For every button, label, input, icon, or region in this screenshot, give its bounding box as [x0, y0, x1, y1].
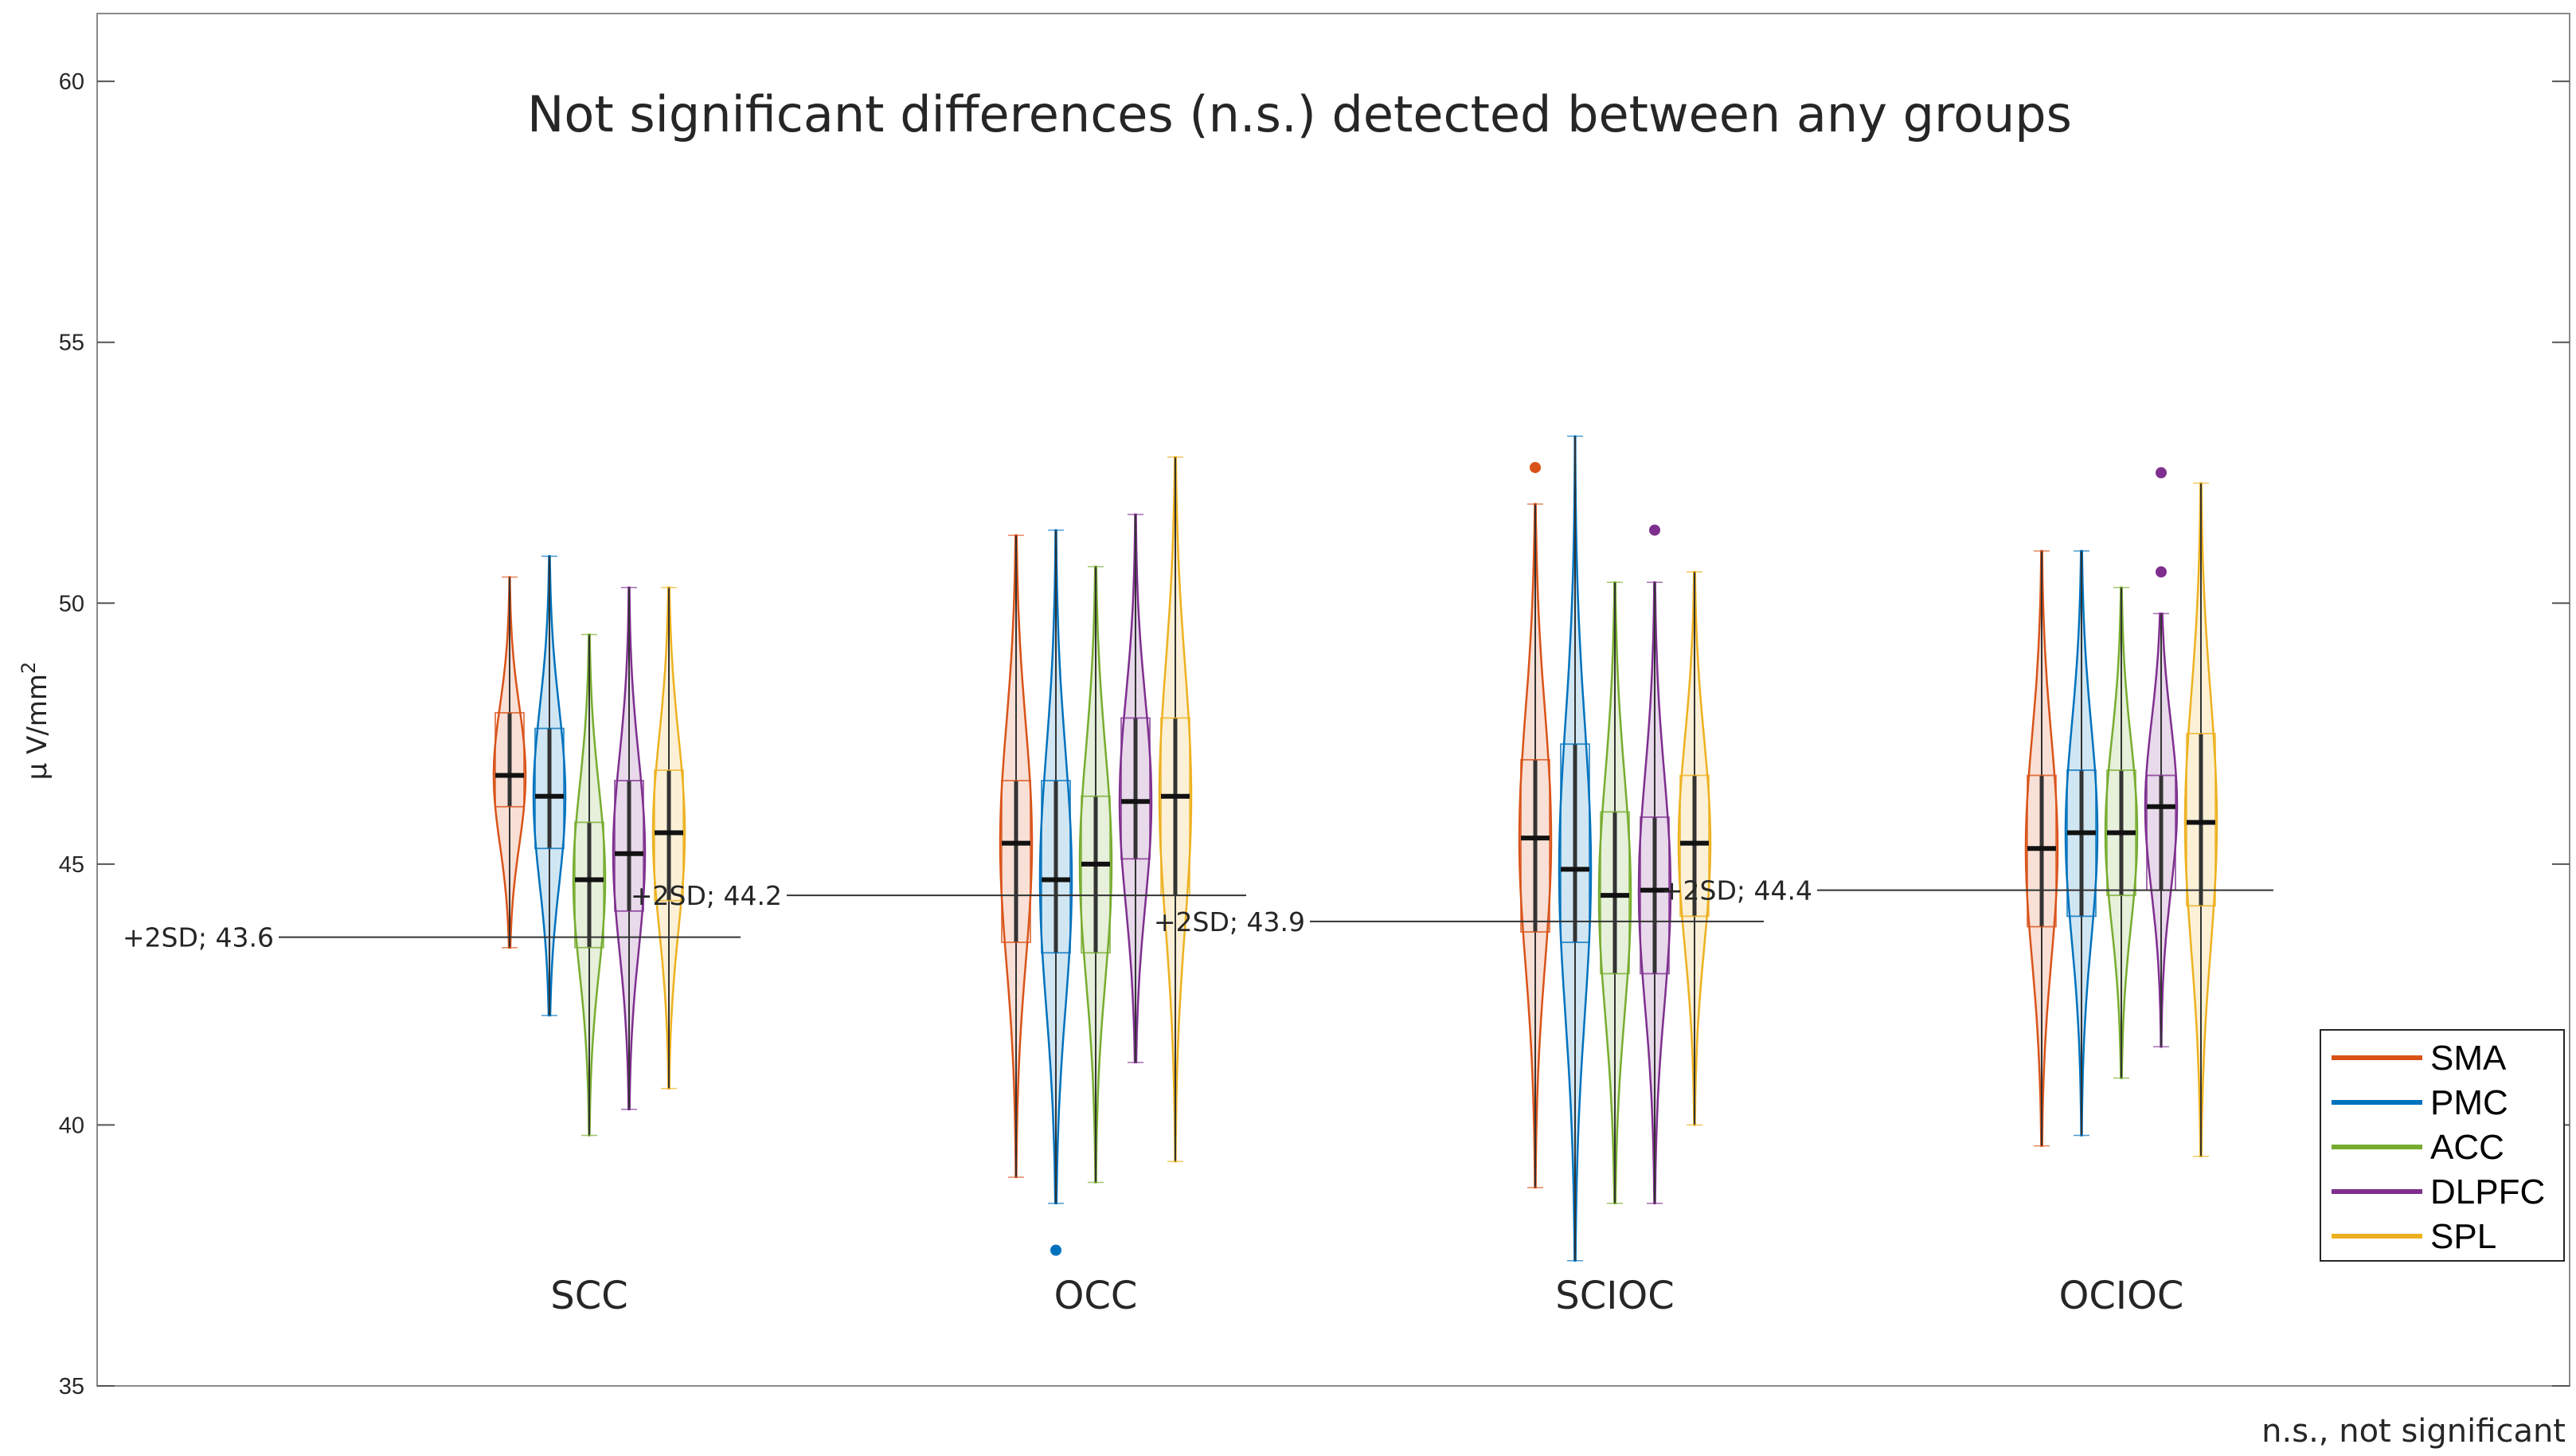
- reference-lines: +2SD; 43.6 +2SD; 44.2 +2SD; 43.9 +2SD; 44.4: [123, 875, 2273, 953]
- y-tick-label: 40: [59, 1113, 84, 1138]
- group-label-SCC: SCC: [550, 1274, 628, 1318]
- box: [2186, 733, 2216, 907]
- violin-group-SCC-SPL: [651, 586, 686, 1090]
- violin-group-SCIOC-DLPFC: [1637, 524, 1672, 1204]
- group-label-OCC: OCC: [1054, 1274, 1138, 1318]
- reference-label-OCIOC: +2SD; 44.4: [1661, 875, 1812, 906]
- box: [1081, 795, 1111, 954]
- y-tick-label: 55: [59, 331, 84, 356]
- box: [2066, 769, 2097, 918]
- violin-group-OCC-SPL: [1158, 456, 1193, 1163]
- legend-label-SMA: SMA: [2430, 1039, 2507, 1078]
- violin-group-OCIOC-PMC: [2064, 550, 2099, 1137]
- box: [2027, 774, 2057, 928]
- y-tick-label: 35: [59, 1374, 84, 1399]
- y-tick-label: 45: [59, 852, 84, 878]
- reference-label-SCIOC: +2SD; 43.9: [1154, 906, 1305, 937]
- outlier-point: [2156, 566, 2167, 577]
- violin-group-OCIOC-SMA: [2024, 550, 2059, 1147]
- box: [1600, 811, 1630, 975]
- y-tick-label: 60: [59, 69, 84, 95]
- box: [1041, 780, 1071, 954]
- legend-label-PMC: PMC: [2430, 1083, 2508, 1122]
- box: [1001, 780, 1031, 944]
- group-label-OCIOC: OCIOC: [2059, 1274, 2184, 1318]
- violin-group-OCIOC-SPL: [2183, 482, 2218, 1157]
- violin-group-SCC-ACC: [572, 633, 607, 1137]
- violin-group-SCIOC-SMA: [1518, 461, 1553, 1189]
- violin-group-OCC-PMC: [1038, 529, 1073, 1256]
- outlier-point: [1530, 461, 1541, 473]
- box: [654, 769, 684, 902]
- legend: SMA PMC ACC DLPFC SPL: [2320, 1029, 2565, 1262]
- box: [1520, 758, 1550, 933]
- violin-group-SCC-PMC: [532, 555, 567, 1017]
- box: [1560, 743, 1590, 944]
- violins-layer: [492, 435, 2218, 1262]
- violin-group-SCIOC-PMC: [1558, 435, 1593, 1262]
- y-tick-label: 50: [59, 591, 84, 616]
- violin-group-OCIOC-DLPFC: [2144, 467, 2179, 1048]
- box: [1679, 774, 1710, 918]
- legend-label-SPL: SPL: [2430, 1217, 2496, 1256]
- violin-group-OCIOC-ACC: [2104, 586, 2139, 1079]
- group-label-SCIOC: SCIOC: [1555, 1274, 1674, 1318]
- legend-label-ACC: ACC: [2430, 1128, 2504, 1167]
- reference-label-OCC: +2SD; 44.2: [631, 880, 782, 911]
- box: [1640, 816, 1670, 975]
- reference-label-SCC: +2SD; 43.6: [123, 922, 274, 953]
- box: [1120, 717, 1151, 860]
- violin-group-OCC-DLPFC: [1118, 513, 1153, 1064]
- outlier-point: [1649, 524, 1660, 536]
- chart-title: Not significant differences (n.s.) detec…: [527, 85, 2072, 143]
- violin-group-OCC-SMA: [999, 534, 1034, 1179]
- violin-group-OCC-ACC: [1078, 566, 1113, 1184]
- violin-group-SCC-SMA: [492, 576, 527, 949]
- box: [534, 727, 565, 850]
- outlier-point: [2156, 467, 2167, 479]
- box: [614, 780, 644, 912]
- outlier-point: [1050, 1244, 1061, 1256]
- violin-group-SCIOC-SPL: [1677, 570, 1712, 1126]
- y-axis: 35 40 45 50 55 60: [59, 69, 2570, 1399]
- violin-group-SCC-DLPFC: [612, 586, 647, 1111]
- violin-group-SCIOC-ACC: [1597, 581, 1632, 1204]
- group-labels: SCC OCC SCIOC OCIOC: [550, 1274, 2183, 1318]
- box: [574, 821, 604, 949]
- footnote: n.s., not significant: [2261, 1413, 2566, 1450]
- legend-label-DLPFC: DLPFC: [2430, 1172, 2545, 1211]
- y-axis-label: μ V/mm2: [18, 662, 53, 781]
- box: [494, 711, 525, 808]
